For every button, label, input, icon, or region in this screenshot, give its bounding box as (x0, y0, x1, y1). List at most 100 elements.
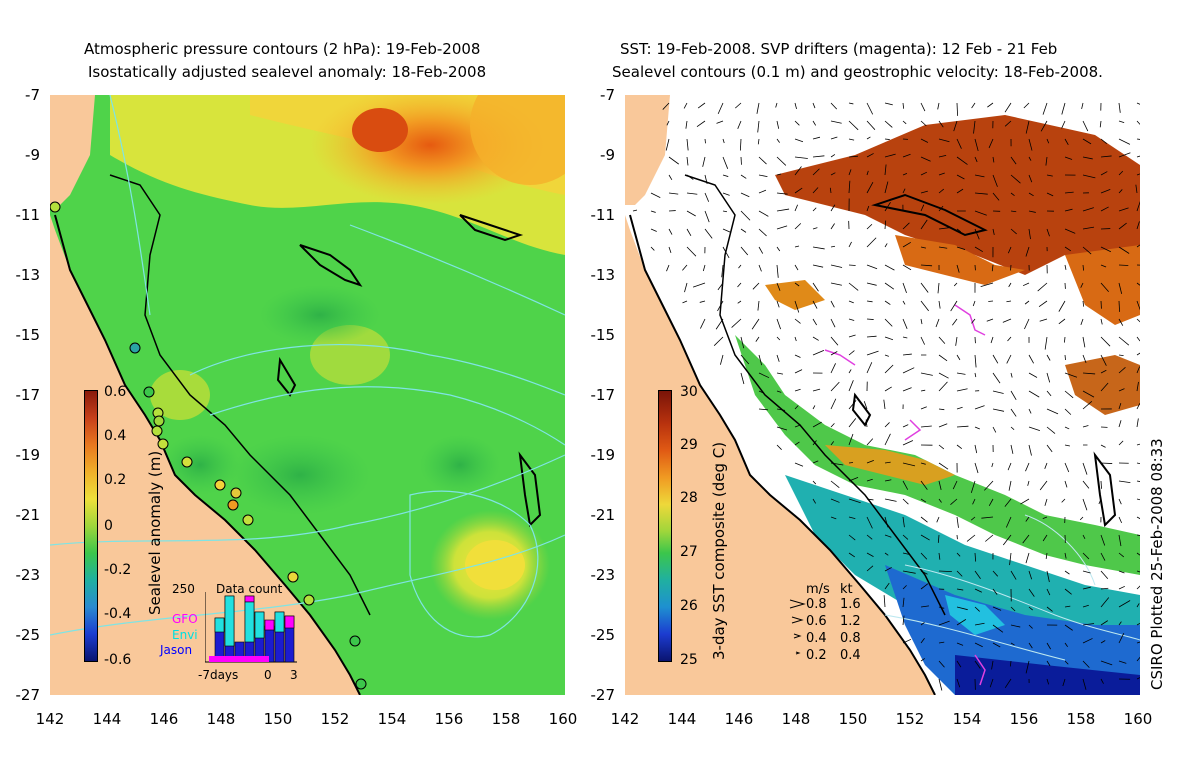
velocity-arrow (920, 406, 927, 410)
velocity-arrow (738, 264, 742, 269)
velocity-arrow (830, 264, 843, 268)
velocity-arrow (990, 336, 994, 344)
velocity-arrow (758, 372, 770, 379)
velocity-arrow (920, 336, 926, 345)
left-ytick: -15 (15, 326, 41, 344)
velocity-arrow (972, 300, 976, 307)
velocity-arrow (794, 138, 804, 143)
velocity-arrow (866, 516, 873, 529)
velocity-arrow (866, 282, 877, 286)
velocity-legend-kt-2: 0.8 (840, 631, 861, 646)
velocity-arrow (866, 102, 874, 115)
velocity-arrow (812, 207, 817, 212)
velocity-arrow (938, 154, 947, 158)
velocity-arrow (751, 318, 760, 330)
velocity-arrow (1099, 120, 1102, 128)
velocity-arrow (1064, 570, 1070, 575)
velocity-arrow (920, 190, 928, 194)
left-xtick: 142 (35, 710, 65, 728)
data-count-xlabel-3: 3 (290, 668, 298, 682)
right-colorbar (658, 390, 672, 662)
velocity-arrow (758, 408, 768, 411)
velocity-arrow (1064, 480, 1068, 488)
velocity-arrow (1136, 480, 1140, 482)
velocity-arrow (956, 619, 967, 626)
velocity-arrow (920, 264, 933, 267)
velocity-arrow (1118, 621, 1122, 626)
right-ytick: -13 (590, 266, 616, 284)
left-xtick: 150 (263, 710, 293, 728)
velocity-arrow (974, 642, 983, 648)
right-ytick: -23 (590, 566, 616, 584)
velocity-arrow (902, 570, 916, 574)
right-ytick: -17 (590, 386, 616, 404)
velocity-arrow (812, 187, 819, 194)
velocity-arrow (665, 138, 670, 151)
right-cb-tick-2: 28 (680, 490, 698, 506)
velocity-arrow (866, 223, 873, 230)
velocity-arrow (974, 246, 983, 253)
velocity-arrow (1025, 552, 1030, 564)
velocity-arrow (1118, 367, 1126, 374)
velocity-arrow (1010, 444, 1014, 454)
velocity-arrow (938, 678, 943, 691)
velocity-arrow (721, 264, 724, 278)
velocity-arrow (974, 405, 985, 410)
velocity-arrow (902, 480, 909, 490)
velocity-arrow (848, 418, 857, 428)
velocity-arrow (737, 300, 742, 304)
left-xtick: 148 (206, 710, 236, 728)
velocity-arrow (755, 336, 760, 342)
right-ytick: -15 (590, 326, 616, 344)
velocity-arrow (1136, 418, 1139, 428)
left-cb-tick-6: -0.6 (104, 652, 132, 668)
velocity-arrow (920, 318, 923, 325)
velocity-arrow (902, 318, 908, 329)
velocity-arrow (794, 336, 797, 342)
velocity-arrow (668, 246, 672, 253)
velocity-arrow (938, 227, 950, 230)
velocity-arrow (1082, 226, 1095, 230)
velocity-arrow (866, 534, 873, 540)
velocity-arrow (884, 102, 893, 106)
velocity-arrow (938, 606, 945, 609)
velocity-arrow (1025, 660, 1030, 674)
velocity-arrow (1082, 604, 1089, 608)
velocity-arrow (1042, 102, 1048, 115)
velocity-arrow (686, 192, 698, 195)
velocity-arrow (1061, 102, 1066, 115)
velocity-arrow (812, 155, 825, 158)
velocity-arrow (902, 387, 912, 392)
right-cb-tick-1: 29 (680, 437, 698, 453)
velocity-arrow (1010, 210, 1017, 213)
velocity-arrow (1118, 318, 1124, 326)
velocity-arrow (1100, 264, 1107, 268)
velocity-arrow (830, 120, 842, 124)
velocity-arrow (1100, 354, 1107, 366)
velocity-arrow (992, 408, 1005, 412)
right-xtick: 158 (1066, 710, 1096, 728)
velocity-arrow (1079, 516, 1084, 521)
velocity-arrow (1064, 552, 1067, 559)
velocity-arrow (1082, 570, 1091, 574)
data-count-xlabel-0: 0 (264, 668, 272, 682)
velocity-arrow (704, 192, 710, 202)
velocity-arrow (686, 138, 689, 151)
left-ytick: -7 (25, 86, 40, 104)
velocity-arrow (971, 318, 976, 324)
velocity-arrow (1008, 480, 1012, 491)
velocity-arrow (938, 354, 948, 362)
velocity-arrow (884, 534, 892, 538)
velocity-arrow (1009, 552, 1012, 566)
velocity-arrow (650, 228, 657, 232)
velocity-arrow (740, 246, 749, 256)
velocity-arrow (1136, 120, 1140, 125)
data-count-xlabel-days: -7days (198, 668, 239, 682)
velocity-arrow (920, 171, 928, 176)
velocity-arrow (1136, 585, 1140, 590)
velocity-arrow (1064, 462, 1070, 473)
velocity-arrow (1064, 588, 1072, 595)
velocity-arrow (884, 567, 892, 572)
velocity-arrow (866, 300, 873, 303)
velocity-arrow (863, 401, 868, 410)
